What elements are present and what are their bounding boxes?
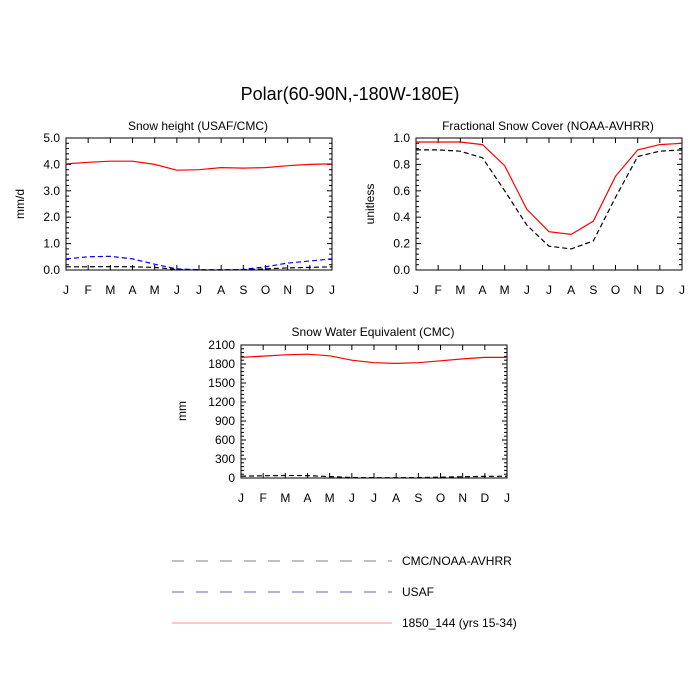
x-tick-label: J <box>679 283 685 297</box>
panel-title: Fractional Snow Cover (NOAA-AVHRR) <box>442 119 654 133</box>
y-tick-label: 1800 <box>208 357 235 371</box>
legend: CMC/NOAA-AVHRR USAF 1850_144 (yrs 15-34) <box>172 554 517 630</box>
x-tick-label: A <box>392 491 400 505</box>
y-tick-label: 0.2 <box>393 237 410 251</box>
x-tick-label: J <box>546 283 552 297</box>
series-line-dash-black <box>416 149 683 250</box>
x-tick-label: M <box>105 283 115 297</box>
x-tick-label: J <box>63 283 69 297</box>
panel-snow-cover: Fractional Snow Cover (NOAA-AVHRR) unitl… <box>363 119 685 297</box>
x-tick-label: M <box>455 283 465 297</box>
x-tick-label: A <box>217 283 225 297</box>
x-tick-label: N <box>633 283 642 297</box>
series-line-dash-black <box>66 265 333 271</box>
x-tick-label: A <box>567 283 575 297</box>
plot-frame <box>240 344 508 479</box>
x-tick-label: M <box>325 491 335 505</box>
y-tick-label: 2100 <box>208 338 235 352</box>
y-tick-label: 2.0 <box>43 210 60 224</box>
x-tick-label: O <box>436 491 445 505</box>
x-tick-label: N <box>458 491 467 505</box>
y-tick-label: 5.0 <box>43 131 60 145</box>
x-tick-label: J <box>349 491 355 505</box>
y-tick-label: 0.0 <box>43 263 60 277</box>
x-tick-label: F <box>259 491 266 505</box>
x-tick-label: S <box>589 283 597 297</box>
series-line-dash-black <box>240 474 508 479</box>
legend-label-cmc: CMC/NOAA-AVHRR <box>402 554 512 568</box>
y-tick-label: 300 <box>215 452 235 466</box>
x-tick-label: S <box>414 491 422 505</box>
y-tick-label: 1500 <box>208 376 235 390</box>
panel-marks: J F M A M J J A S O N D J0.01.02.03.04.05.0 <box>43 131 335 297</box>
x-tick-label: A <box>303 491 311 505</box>
x-tick-label: J <box>174 283 180 297</box>
x-tick-label: O <box>261 283 270 297</box>
x-tick-label: F <box>434 283 441 297</box>
y-tick-label: 0.8 <box>393 157 410 171</box>
x-tick-label: M <box>150 283 160 297</box>
series-line-solid-red <box>65 160 333 171</box>
x-tick-label: D <box>655 283 664 297</box>
x-tick-label: J <box>196 283 202 297</box>
x-tick-label: F <box>84 283 91 297</box>
figure-title: Polar(60-90N,-180W-180E) <box>240 84 460 104</box>
plot-frame <box>415 137 683 271</box>
y-tick-label: 1.0 <box>43 237 60 251</box>
legend-label-model: 1850_144 (yrs 15-34) <box>402 616 517 630</box>
x-tick-label: D <box>480 491 489 505</box>
x-tick-label: J <box>413 283 419 297</box>
y-tick-label: 0.6 <box>393 184 410 198</box>
y-tick-label: 600 <box>215 433 235 447</box>
x-tick-label: J <box>329 283 335 297</box>
x-tick-label: M <box>500 283 510 297</box>
plot-frame <box>65 137 333 271</box>
panel-marks: J F M A M J J A S O N D J0.00.20.40.60.81.0 <box>393 131 685 297</box>
x-tick-label: S <box>239 283 247 297</box>
y-axis-label: mm <box>175 401 189 421</box>
x-tick-label: D <box>305 283 314 297</box>
y-tick-label: 0 <box>228 471 235 485</box>
y-tick-label: 0.0 <box>393 263 410 277</box>
series-line-dash-blue <box>65 255 333 271</box>
x-tick-label: O <box>611 283 620 297</box>
x-tick-label: J <box>371 491 377 505</box>
x-tick-label: A <box>128 283 136 297</box>
x-tick-label: A <box>478 283 486 297</box>
x-tick-label: N <box>283 283 292 297</box>
y-axis-label: mm/d <box>13 189 27 219</box>
x-tick-label: J <box>238 491 244 505</box>
y-tick-label: 900 <box>215 414 235 428</box>
y-axis-label: unitless <box>363 184 377 225</box>
y-tick-label: 1200 <box>208 395 235 409</box>
y-tick-label: 3.0 <box>43 184 60 198</box>
x-tick-label: J <box>504 491 510 505</box>
legend-label-usaf: USAF <box>402 585 434 599</box>
y-tick-label: 1.0 <box>393 131 410 145</box>
series-line-solid-red <box>416 141 683 236</box>
panel-title: Snow height (USAF/CMC) <box>128 119 268 133</box>
x-tick-label: J <box>524 283 530 297</box>
x-tick-label: M <box>280 491 290 505</box>
y-tick-label: 0.4 <box>393 210 410 224</box>
panel-title: Snow Water Equivalent (CMC) <box>292 325 455 339</box>
y-tick-label: 4.0 <box>43 157 60 171</box>
series-line-solid-red <box>240 353 507 365</box>
